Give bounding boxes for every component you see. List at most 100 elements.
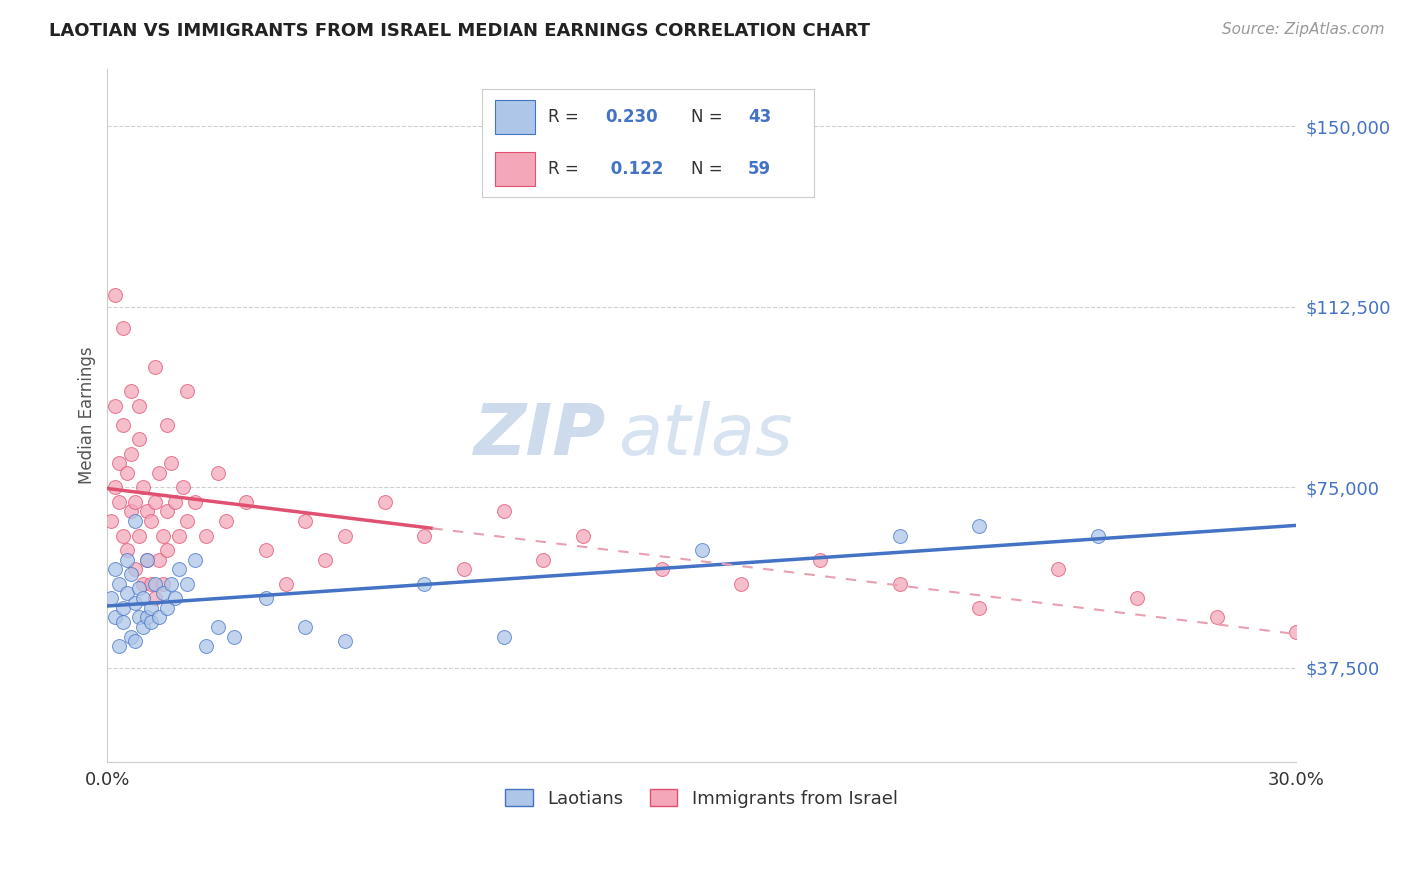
Point <box>889 528 911 542</box>
Point <box>207 466 229 480</box>
Point <box>108 456 131 470</box>
Point <box>967 600 990 615</box>
Point <box>1047 562 1070 576</box>
Point <box>374 495 396 509</box>
Point <box>143 576 166 591</box>
Point <box>183 495 205 509</box>
Point <box>1205 610 1227 624</box>
Point <box>104 610 127 624</box>
Point <box>143 495 166 509</box>
Point <box>143 591 166 606</box>
Point <box>128 610 150 624</box>
Point <box>136 504 159 518</box>
Point <box>108 495 131 509</box>
Point <box>152 576 174 591</box>
Point <box>120 447 142 461</box>
Point <box>132 480 155 494</box>
Text: atlas: atlas <box>619 401 793 470</box>
Point <box>967 519 990 533</box>
Point <box>132 620 155 634</box>
Point <box>176 384 198 398</box>
Point <box>136 552 159 566</box>
Point <box>124 495 146 509</box>
Point <box>124 634 146 648</box>
Point <box>294 514 316 528</box>
Point <box>651 562 673 576</box>
Point <box>132 591 155 606</box>
Point <box>183 552 205 566</box>
Point <box>159 576 181 591</box>
Point <box>112 600 135 615</box>
Point <box>156 417 179 432</box>
Point <box>810 552 832 566</box>
Point <box>115 466 138 480</box>
Point <box>531 552 554 566</box>
Point <box>120 384 142 398</box>
Point <box>195 639 218 653</box>
Point <box>176 576 198 591</box>
Point <box>136 552 159 566</box>
Point <box>314 552 336 566</box>
Point <box>207 620 229 634</box>
Point <box>112 321 135 335</box>
Point <box>136 610 159 624</box>
Point <box>167 562 190 576</box>
Point <box>254 543 277 558</box>
Point <box>120 630 142 644</box>
Point <box>215 514 238 528</box>
Point <box>163 591 186 606</box>
Point <box>333 634 356 648</box>
Point <box>115 586 138 600</box>
Point <box>492 504 515 518</box>
Point <box>690 543 713 558</box>
Point <box>148 552 170 566</box>
Point <box>115 543 138 558</box>
Text: ZIP: ZIP <box>474 401 606 470</box>
Point <box>104 480 127 494</box>
Point <box>152 586 174 600</box>
Point <box>224 630 246 644</box>
Point <box>115 552 138 566</box>
Point <box>1126 591 1149 606</box>
Point <box>148 610 170 624</box>
Point <box>163 495 186 509</box>
Point <box>100 591 122 606</box>
Point <box>254 591 277 606</box>
Point <box>730 576 752 591</box>
Point <box>120 567 142 582</box>
Point <box>889 576 911 591</box>
Point <box>112 417 135 432</box>
Point <box>148 466 170 480</box>
Point <box>108 639 131 653</box>
Point <box>294 620 316 634</box>
Point <box>128 432 150 446</box>
Point <box>124 514 146 528</box>
Point <box>492 630 515 644</box>
Point <box>167 528 190 542</box>
Point <box>274 576 297 591</box>
Point <box>413 528 436 542</box>
Point <box>124 562 146 576</box>
Point <box>571 528 593 542</box>
Point <box>108 576 131 591</box>
Point <box>1087 528 1109 542</box>
Point <box>104 562 127 576</box>
Point <box>124 596 146 610</box>
Point <box>120 504 142 518</box>
Y-axis label: Median Earnings: Median Earnings <box>79 346 96 484</box>
Point <box>156 543 179 558</box>
Point <box>139 615 162 629</box>
Point <box>1285 624 1308 639</box>
Point <box>156 600 179 615</box>
Point <box>139 576 162 591</box>
Legend: Laotians, Immigrants from Israel: Laotians, Immigrants from Israel <box>498 782 905 815</box>
Point <box>128 399 150 413</box>
Point <box>132 576 155 591</box>
Point <box>333 528 356 542</box>
Point <box>104 399 127 413</box>
Point <box>128 582 150 596</box>
Point <box>172 480 194 494</box>
Point <box>453 562 475 576</box>
Point <box>413 576 436 591</box>
Point <box>128 528 150 542</box>
